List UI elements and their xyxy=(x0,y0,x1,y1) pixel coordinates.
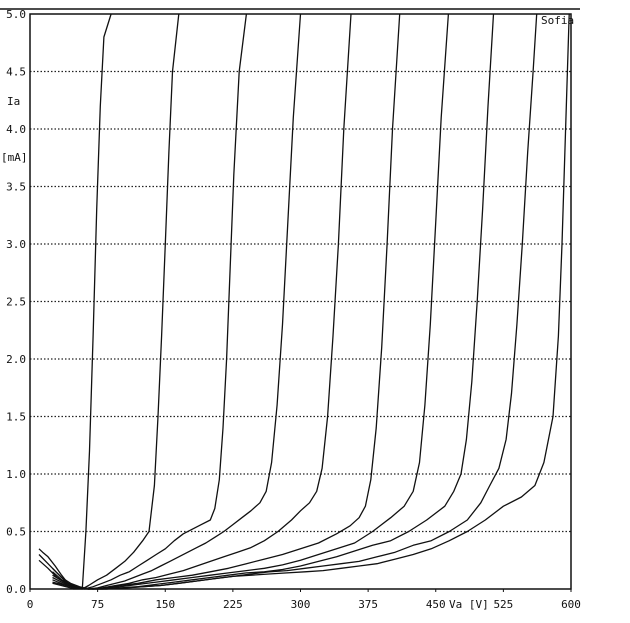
series-line-2 xyxy=(38,13,180,590)
x-tick-label: 600 xyxy=(561,598,581,611)
x-tick-label: 0 xyxy=(27,598,34,611)
y-tick-label: 1.5 xyxy=(6,411,26,424)
y-tick-label: 1.0 xyxy=(6,468,26,481)
y-axis-label-line1: Ia xyxy=(7,95,20,108)
x-tick-label: 150 xyxy=(155,598,175,611)
x-tick-label: 525 xyxy=(493,598,513,611)
x-tick-labels: 0 75 150 225 300 375 450 525 600 xyxy=(27,589,581,611)
x-tick-label: 75 xyxy=(91,598,104,611)
y-tick-label: 3.0 xyxy=(6,238,26,251)
x-tick-label: 300 xyxy=(291,598,311,611)
x-tick-label: 450 xyxy=(426,598,446,611)
y-tick-label: 5.0 xyxy=(6,8,26,21)
y-tick-label: 4.5 xyxy=(6,66,26,79)
y-tick-label: 2.5 xyxy=(6,296,26,309)
x-tick-label: 225 xyxy=(223,598,243,611)
y-tick-label: 4.0 xyxy=(6,123,26,136)
y-tick-label: 0.5 xyxy=(6,526,26,539)
gridlines xyxy=(0,8,580,533)
y-tick-label: 0.0 xyxy=(6,583,26,596)
x-tick-label: 375 xyxy=(358,598,378,611)
series-line-7 xyxy=(52,13,450,590)
y-tick-label: 2.0 xyxy=(6,353,26,366)
y-tick-label: 3.5 xyxy=(6,181,26,194)
y-axis-label-line2: [mA] xyxy=(1,151,28,164)
corner-label: Sofia xyxy=(541,14,574,27)
x-axis-label: Va [V] xyxy=(449,598,489,611)
series-line-10 xyxy=(52,13,570,590)
y-tick-labels: 0.0 0.5 1.0 1.5 2.0 2.5 3.0 3.5 4.0 4.5 5.0 xyxy=(6,8,26,596)
